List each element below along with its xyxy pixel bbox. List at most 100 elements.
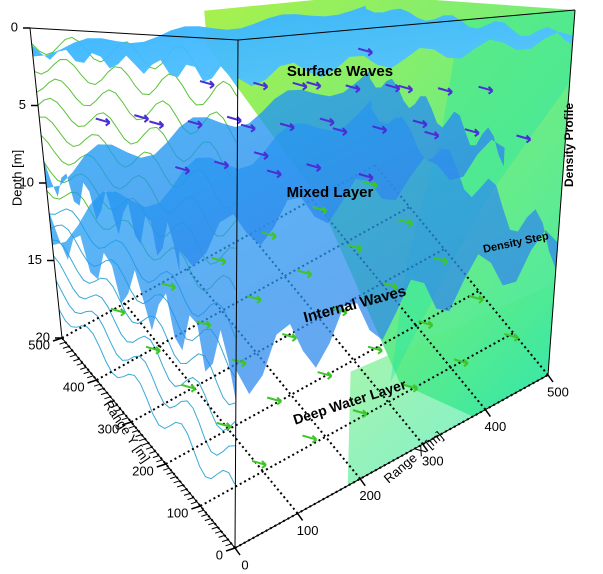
velocity-arrow [352, 409, 368, 418]
box-edge [547, 9, 576, 376]
y-tick-label: 400 [63, 379, 85, 394]
minor-tick [66, 350, 73, 354]
velocity-arrow [110, 307, 126, 317]
velocity-arrow [319, 117, 335, 127]
minor-tick [201, 513, 208, 517]
minor-tick [187, 497, 194, 501]
minor-tick [215, 530, 222, 534]
minor-tick [73, 358, 80, 362]
x-tick-label: 100 [297, 523, 319, 538]
minor-tick [208, 522, 215, 526]
annotation: Mixed Layer [287, 184, 374, 201]
minor-tick [100, 392, 108, 396]
velocity-arrow [504, 332, 520, 342]
y-tick-label: 500 [28, 337, 50, 352]
minor-tick [128, 425, 135, 429]
velocity-arrow [253, 151, 269, 160]
velocity-arrow [516, 134, 532, 144]
contour [58, 309, 236, 485]
velocity-arrow [292, 81, 308, 91]
minor-tick [142, 442, 149, 446]
velocity-arrow [266, 396, 282, 406]
minor-tick [104, 396, 111, 400]
y-tick-label: 100 [167, 505, 189, 520]
minor-tick [190, 501, 198, 505]
minor-tick [145, 446, 153, 450]
minor-tick [111, 404, 118, 408]
velocity-arrow [95, 117, 111, 127]
velocity-arrow [312, 206, 328, 215]
velocity-arrow [403, 383, 419, 393]
minor-tick [59, 341, 66, 345]
velocity-arrow [149, 120, 165, 130]
velocity-arrow [211, 256, 227, 266]
minor-tick [86, 375, 94, 379]
x-tick-label: 500 [547, 384, 569, 399]
minor-tick [218, 534, 225, 538]
y-tick-label: 0 [216, 547, 223, 562]
minor-tick [76, 362, 83, 366]
minor-tick [121, 417, 128, 421]
velocity-arrow [358, 173, 374, 182]
minor-tick [135, 434, 142, 438]
velocity-arrow [297, 269, 313, 279]
velocity-arrow [464, 128, 480, 137]
velocity-arrow [372, 125, 388, 135]
contour [55, 280, 235, 456]
minor-tick [204, 518, 211, 522]
velocity-arrow [453, 358, 469, 368]
velocity-arrow [306, 81, 322, 90]
minor-tick [176, 484, 184, 488]
minor-tick [180, 488, 187, 492]
velocity-arrow [357, 47, 373, 57]
z-tick-label: 5 [19, 97, 26, 112]
z-tick-label: 10 [20, 174, 34, 189]
velocity-arrow [226, 115, 242, 125]
annotation: Density Profile [562, 103, 576, 187]
velocity-arrow [418, 320, 434, 330]
minor-tick [152, 455, 160, 459]
minor-tick [166, 471, 173, 475]
x-tick-label: 400 [485, 419, 507, 434]
y-tick [156, 463, 167, 468]
velocity-arrow [433, 256, 449, 266]
velocity-arrow [412, 119, 428, 129]
velocity-arrow [437, 87, 453, 96]
surface [31, 5, 574, 89]
x-tick [359, 478, 366, 487]
velocity-arrow [347, 244, 363, 253]
y-tick [225, 547, 236, 552]
contour [34, 58, 238, 106]
velocity-arrow [175, 166, 191, 175]
x-tick-label: 200 [359, 488, 381, 503]
velocity-arrow [398, 218, 414, 228]
minor-tick [118, 413, 125, 417]
z-tick-label: 20 [36, 329, 50, 344]
velocity-arrow [382, 282, 398, 291]
velocity-arrow [302, 434, 318, 444]
velocity-arrow [214, 160, 230, 170]
velocity-arrow [231, 358, 247, 368]
velocity-arrow [332, 307, 348, 317]
velocity-arrow [279, 122, 295, 132]
velocity-arrow [398, 84, 414, 94]
z-tick-label: 0 [11, 19, 18, 34]
velocity-arrow [187, 120, 203, 129]
velocity-arrow [424, 130, 440, 140]
velocity-arrow [251, 459, 267, 469]
y-tick [121, 421, 132, 426]
surface [48, 99, 558, 401]
minor-tick [83, 371, 90, 375]
velocity-arrow [216, 421, 232, 431]
annotation: Surface Waves [287, 63, 393, 80]
y-tick-label: 300 [97, 421, 119, 436]
minor-tick [163, 467, 170, 471]
velocity-arrow [478, 85, 494, 95]
velocity-arrow [261, 231, 277, 241]
minor-tick [211, 526, 218, 530]
velocity-arrow [468, 294, 484, 304]
y-tick [191, 505, 201, 510]
minor-tick [221, 539, 229, 543]
